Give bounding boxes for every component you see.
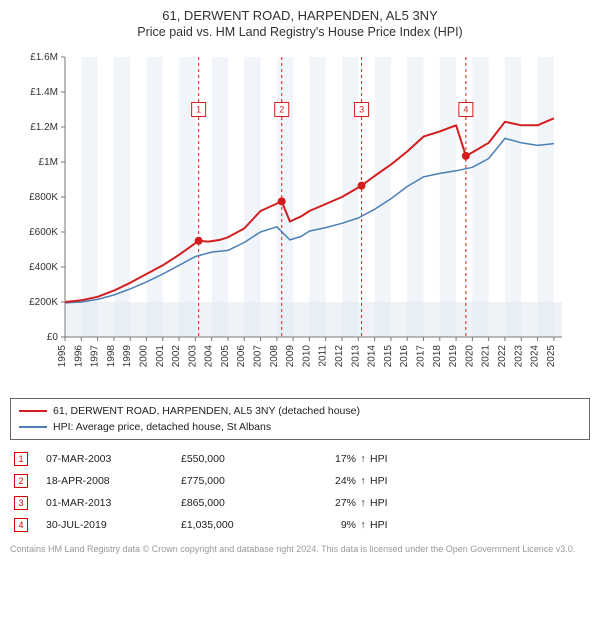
svg-text:1997: 1997 [90,345,101,368]
transaction-marker: 1 [14,452,28,466]
transaction-hpi: HPI [370,453,388,465]
transaction-marker: 4 [14,518,28,532]
svg-text:2017: 2017 [415,345,426,368]
footnote: Contains HM Land Registry data © Crown c… [10,544,590,554]
transaction-price: £865,000 [181,497,301,509]
legend-label: HPI: Average price, detached house, St A… [53,421,271,433]
svg-text:£1M: £1M [39,157,58,168]
legend-row: 61, DERWENT ROAD, HARPENDEN, AL5 3NY (de… [19,403,581,419]
svg-text:2024: 2024 [530,345,541,368]
svg-text:£1.2M: £1.2M [30,122,58,133]
table-row: 1 07-MAR-2003£550,00017%↑HPI [10,448,590,470]
legend-swatch [19,426,47,428]
table-row: 3 01-MAR-2013£865,00027%↑HPI [10,492,590,514]
svg-text:2021: 2021 [481,345,492,368]
page-title: 61, DERWENT ROAD, HARPENDEN, AL5 3NY [10,8,590,23]
svg-text:£0: £0 [47,332,59,343]
svg-text:2025: 2025 [546,345,557,368]
svg-text:2: 2 [279,105,284,115]
svg-text:£200K: £200K [29,297,58,308]
transaction-price: £550,000 [181,453,301,465]
svg-text:2016: 2016 [399,345,410,368]
transaction-marker: 2 [14,474,28,488]
svg-text:2013: 2013 [350,345,361,368]
table-row: 2 18-APR-2008£775,00024%↑HPI [10,470,590,492]
up-arrow-icon: ↑ [356,453,370,465]
svg-text:4: 4 [463,105,468,115]
svg-text:£1.6M: £1.6M [30,52,58,63]
svg-text:2018: 2018 [432,345,443,368]
transaction-price: £775,000 [181,475,301,487]
svg-text:£400K: £400K [29,262,58,273]
transaction-date: 07-MAR-2003 [46,453,181,465]
svg-text:2015: 2015 [383,345,394,368]
chart-legend: 61, DERWENT ROAD, HARPENDEN, AL5 3NY (de… [10,398,590,440]
svg-text:2023: 2023 [513,345,524,368]
transaction-pct: 9% [301,519,356,531]
transaction-hpi: HPI [370,519,388,531]
page-subtitle: Price paid vs. HM Land Registry's House … [10,25,590,39]
svg-text:2022: 2022 [497,345,508,368]
svg-text:£1.4M: £1.4M [30,87,58,98]
transaction-marker: 3 [14,496,28,510]
transaction-date: 18-APR-2008 [46,475,181,487]
svg-text:£800K: £800K [29,192,58,203]
svg-text:1996: 1996 [73,345,84,368]
svg-text:2007: 2007 [253,345,264,368]
svg-text:2009: 2009 [285,345,296,368]
svg-text:2006: 2006 [236,345,247,368]
transactions-table: 107-MAR-2003£550,00017%↑HPI218-APR-2008£… [10,448,590,536]
svg-text:2002: 2002 [171,345,182,368]
svg-text:2000: 2000 [138,345,149,368]
legend-row: HPI: Average price, detached house, St A… [19,419,581,435]
table-row: 4 30-JUL-2019£1,035,0009%↑HPI [10,514,590,536]
transaction-pct: 24% [301,475,356,487]
svg-text:1995: 1995 [57,345,68,368]
svg-text:2010: 2010 [301,345,312,368]
svg-text:3: 3 [359,105,364,115]
svg-text:2020: 2020 [464,345,475,368]
up-arrow-icon: ↑ [356,519,370,531]
transaction-pct: 17% [301,453,356,465]
transaction-date: 01-MAR-2013 [46,497,181,509]
legend-label: 61, DERWENT ROAD, HARPENDEN, AL5 3NY (de… [53,405,360,417]
transaction-pct: 27% [301,497,356,509]
svg-text:2014: 2014 [367,345,378,368]
legend-swatch [19,410,47,412]
svg-text:2019: 2019 [448,345,459,368]
svg-text:1: 1 [196,105,201,115]
transaction-date: 30-JUL-2019 [46,519,181,531]
svg-text:2012: 2012 [334,345,345,368]
svg-text:2008: 2008 [269,345,280,368]
transaction-hpi: HPI [370,475,388,487]
svg-text:2005: 2005 [220,345,231,368]
svg-text:2004: 2004 [204,345,215,368]
up-arrow-icon: ↑ [356,497,370,509]
svg-text:2003: 2003 [187,345,198,368]
price-chart: £0 £200K £400K £600K £800K £1M £1.2M £1.4M £1.6M… [10,47,590,392]
svg-text:2001: 2001 [155,345,166,368]
svg-text:1999: 1999 [122,345,133,368]
svg-text:2011: 2011 [318,345,329,367]
up-arrow-icon: ↑ [356,475,370,487]
svg-text:1998: 1998 [106,345,117,368]
transaction-hpi: HPI [370,497,388,509]
transaction-price: £1,035,000 [181,519,301,531]
svg-text:£600K: £600K [29,227,58,238]
